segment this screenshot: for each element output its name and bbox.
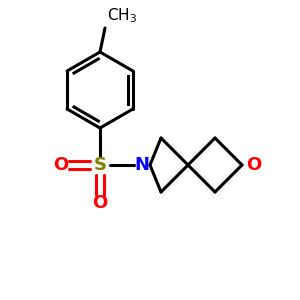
Text: O: O — [53, 156, 69, 174]
Text: CH$_3$: CH$_3$ — [107, 6, 137, 25]
Text: S: S — [94, 156, 106, 174]
Text: N: N — [134, 156, 149, 174]
Text: O: O — [92, 194, 108, 212]
Text: O: O — [246, 156, 261, 174]
